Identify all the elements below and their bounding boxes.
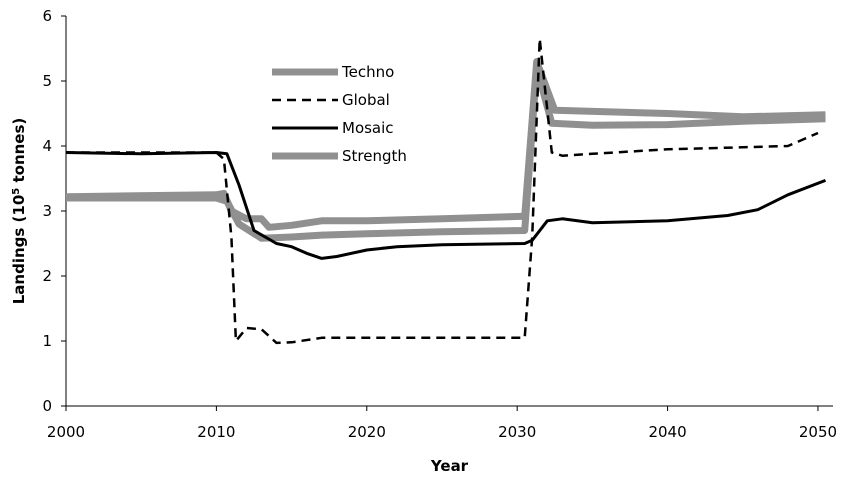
legend-label-techno: Techno xyxy=(341,63,394,81)
x-tick-label: 2020 xyxy=(348,423,386,441)
legend-label-mosaic: Mosaic xyxy=(342,119,394,137)
y-tick-label: 3 xyxy=(42,202,52,220)
y-tick-label: 0 xyxy=(42,397,52,415)
y-axis-title-superscript: 5 xyxy=(11,188,22,195)
y-tick-label: 5 xyxy=(42,72,52,90)
x-axis-title: Year xyxy=(430,457,469,475)
axes: 0 1 2 3 4 5 6 2000 2010 2020 2030 2040 2050 xyxy=(42,7,837,441)
x-tick-label: 2050 xyxy=(799,423,837,441)
x-tick-label: 2010 xyxy=(197,423,235,441)
y-axis-title-suffix: tonnes) xyxy=(10,118,28,188)
series-line-techno xyxy=(65,58,826,231)
x-tick-label: 2040 xyxy=(648,423,686,441)
y-tick-label: 2 xyxy=(42,267,52,285)
series-line-mosaic xyxy=(65,151,827,260)
y-tick-label: 6 xyxy=(42,7,52,25)
legend-label-global: Global xyxy=(342,91,390,109)
y-tick-label: 1 xyxy=(42,332,52,350)
y-tick-label: 4 xyxy=(42,137,52,155)
legend-label-strength: Strength xyxy=(342,147,407,165)
x-tick-label: 2000 xyxy=(47,423,85,441)
legend: Techno Global Mosaic Strength xyxy=(272,63,407,165)
series-layer xyxy=(65,37,827,345)
x-tick-label: 2030 xyxy=(498,423,536,441)
y-axis-title: Landings (105 tonnes) xyxy=(10,118,28,305)
series-line-global xyxy=(66,37,819,345)
y-axis-title-main: Landings (10 xyxy=(10,195,28,305)
